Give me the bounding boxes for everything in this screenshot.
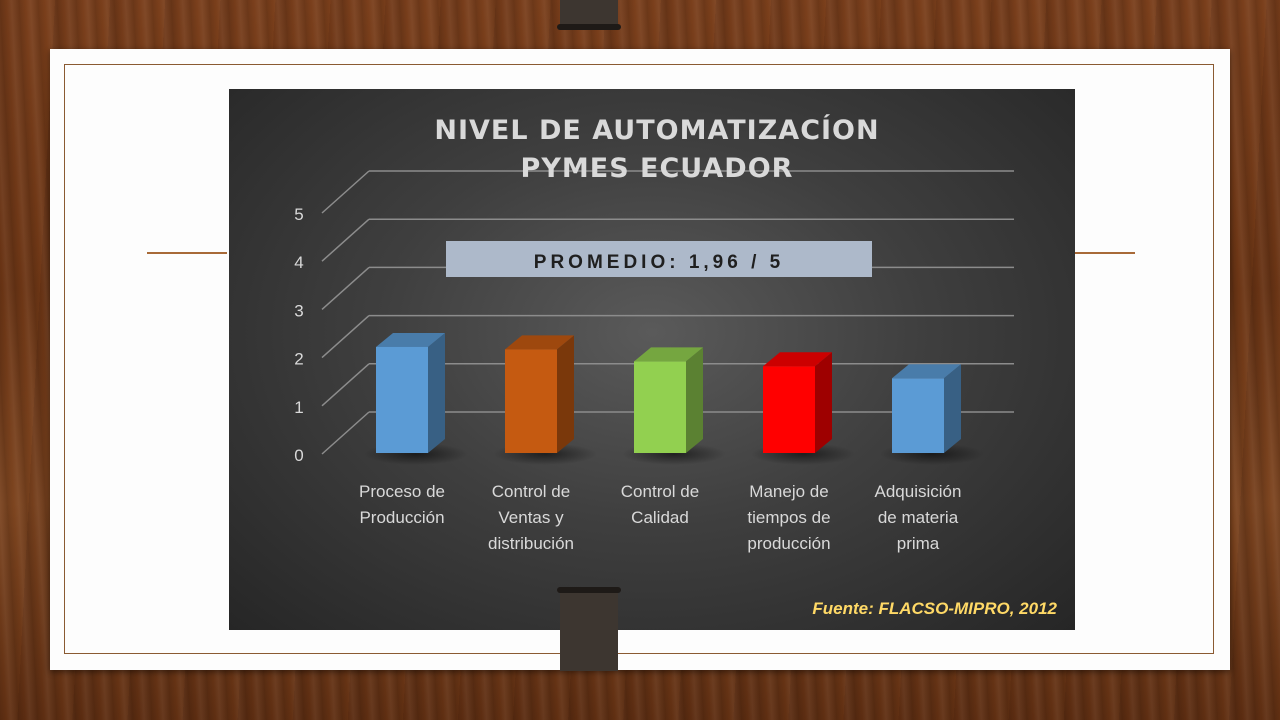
binder-clip-top — [557, 0, 621, 30]
x-tick-label: Manejo de tiempos de producción — [747, 482, 830, 553]
bar-top — [634, 347, 703, 362]
slide: 0 1 2 3 4 5 PROMEDIO: 1,96 / 5 NIVEL DE AUTOM… — [50, 49, 1230, 670]
y-tick-label: 0 — [294, 446, 303, 465]
average-label-box — [446, 241, 872, 277]
y-tick-label: 4 — [294, 253, 303, 272]
bar-side — [428, 332, 445, 453]
gridline-diagonal — [321, 411, 370, 455]
bar — [493, 335, 597, 465]
gridline-diagonal — [321, 315, 370, 359]
chart-title: NIVEL DE AUTOMATIZACÍON — [434, 114, 879, 146]
bar-front — [505, 349, 557, 453]
bar-top — [892, 364, 961, 379]
bar-side — [944, 364, 961, 453]
bar-front — [634, 361, 686, 453]
binder-clip-bottom-bar — [557, 587, 621, 593]
bar-side — [815, 352, 832, 453]
accent-line-left — [147, 252, 227, 254]
bar-side — [686, 347, 703, 453]
source-note: Fuente: FLACSO-MIPRO, 2012 — [812, 599, 1057, 618]
average-label: PROMEDIO: 1,96 / 5 — [534, 252, 784, 273]
chart-subtitle: PYMES ECUADOR — [521, 153, 794, 184]
bar-top — [505, 335, 574, 350]
bar-chart: 0 1 2 3 4 5 PROMEDIO: 1,96 / 5 NIVEL DE AUTOM… — [294, 114, 1057, 618]
bar — [751, 352, 855, 465]
bar-front — [892, 378, 944, 453]
chart-panel: 0 1 2 3 4 5 PROMEDIO: 1,96 / 5 NIVEL DE AUTOM… — [229, 89, 1075, 630]
y-tick-label: 2 — [294, 350, 303, 369]
gridline-diagonal — [321, 266, 370, 310]
bar-front — [763, 366, 815, 453]
accent-line-right — [1075, 252, 1135, 254]
x-tick-label: Control de Ventas y distribución — [488, 482, 574, 553]
bar — [364, 332, 468, 465]
binder-clip-bottom — [557, 587, 621, 671]
bar-top — [763, 352, 832, 367]
y-tick-label: 1 — [294, 398, 303, 417]
x-tick-label: Control de Calidad — [621, 482, 699, 527]
gridline-diagonal — [321, 170, 370, 214]
gridline-diagonal — [321, 218, 370, 262]
bar-top — [376, 332, 445, 347]
gridline-diagonal — [321, 363, 370, 407]
x-tick-label: Adquisición de materia prima — [875, 482, 962, 553]
bar — [622, 347, 726, 465]
bar-side — [557, 335, 574, 453]
binder-clip-top-bar — [557, 24, 621, 30]
y-tick-label: 3 — [294, 301, 303, 320]
bar-front — [376, 346, 428, 453]
x-tick-label: Proceso de Producción — [359, 482, 445, 527]
y-tick-label: 5 — [294, 205, 303, 224]
slide-border — [64, 64, 1214, 654]
bar — [880, 364, 984, 465]
